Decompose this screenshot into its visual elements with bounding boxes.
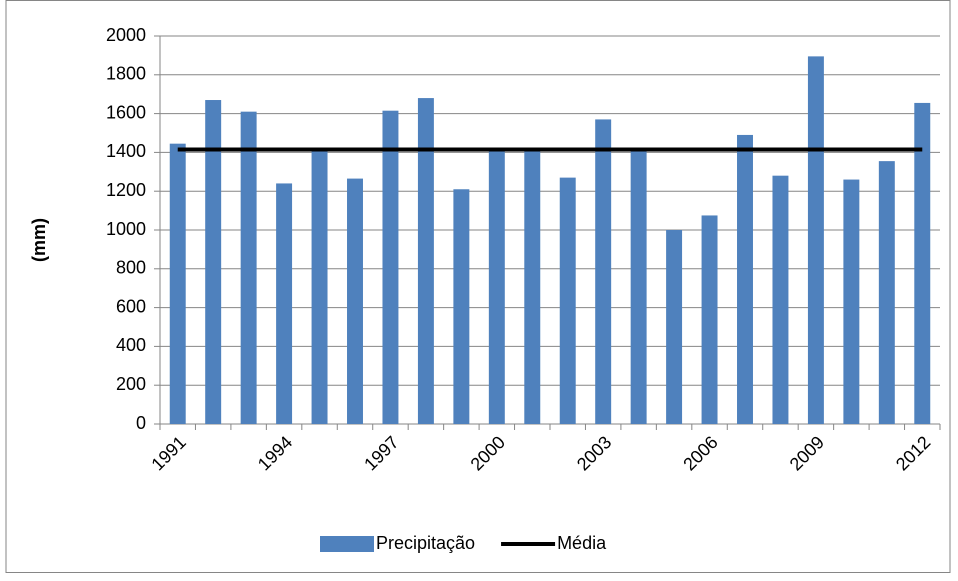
y-axis-label: (mm): [29, 218, 49, 262]
y-tick-label: 2000: [106, 25, 146, 45]
legend-swatch: [320, 536, 374, 552]
bar: [524, 150, 541, 424]
bar: [701, 215, 718, 424]
legend-label: Precipitação: [376, 533, 475, 553]
y-tick-label: 800: [116, 258, 146, 278]
y-tick-label: 1200: [106, 180, 146, 200]
bar: [878, 161, 895, 424]
bar: [417, 98, 434, 424]
chart-frame: [5, 0, 951, 573]
bar: [488, 150, 505, 424]
bar: [595, 119, 612, 425]
bar: [559, 177, 576, 424]
y-tick-label: 0: [136, 413, 146, 433]
y-tick-label: 200: [116, 374, 146, 394]
bar: [382, 110, 399, 424]
bar: [666, 230, 683, 424]
y-tick-label: 600: [116, 296, 146, 316]
bar: [843, 179, 860, 424]
y-tick-label: 1600: [106, 102, 146, 122]
bar: [240, 111, 257, 424]
bar: [453, 189, 470, 424]
bar: [914, 102, 931, 425]
y-tick-label: 1800: [106, 64, 146, 84]
bar: [630, 150, 647, 424]
bar: [276, 183, 293, 424]
bar: [737, 134, 753, 424]
bar: [311, 151, 328, 424]
y-tick-label: 1000: [106, 219, 146, 239]
y-tick-label: 400: [116, 335, 146, 355]
bar: [347, 178, 363, 424]
bar: [807, 56, 824, 425]
y-tick-label: 1400: [106, 141, 146, 161]
bar: [205, 100, 222, 425]
bar: [169, 143, 186, 425]
bar: [772, 175, 789, 424]
legend-label: Média: [557, 533, 607, 553]
